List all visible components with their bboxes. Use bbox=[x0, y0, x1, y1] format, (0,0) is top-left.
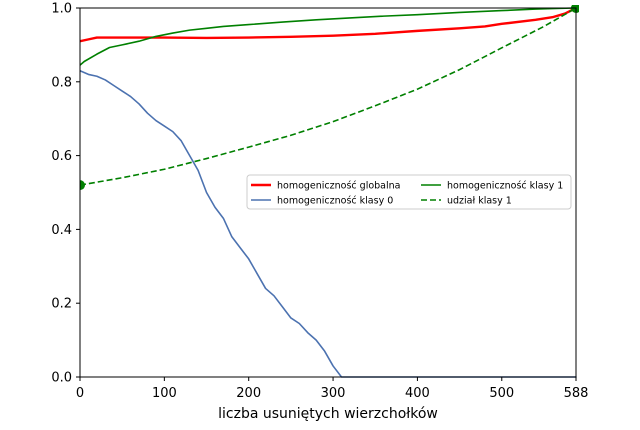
x-tick-label: 300 bbox=[321, 386, 346, 401]
legend-label: homogeniczność klasy 0 bbox=[277, 196, 393, 207]
series-line-4 bbox=[80, 7, 577, 186]
series-layer bbox=[80, 5, 579, 378]
legend-box bbox=[246, 174, 572, 210]
y-tick-label: 1.0 bbox=[51, 2, 72, 17]
x-tick-label: 0 bbox=[76, 386, 84, 401]
x-tick-label: 588 bbox=[564, 386, 589, 401]
y-tick-label: 0.0 bbox=[51, 371, 72, 386]
legend-label: udział klasy 1 bbox=[447, 196, 512, 207]
y-tick-label: 0.8 bbox=[51, 75, 72, 90]
series-marker-2 bbox=[571, 5, 579, 13]
series-line-2 bbox=[80, 69, 577, 378]
axes-layer bbox=[79, 7, 577, 378]
legend-label: homogeniczność klasy 1 bbox=[447, 181, 563, 192]
y-tick-label: 0.2 bbox=[51, 297, 72, 312]
x-tick-label: 100 bbox=[152, 386, 177, 401]
x-tick-label: 200 bbox=[236, 386, 261, 401]
x-tick-label: 400 bbox=[405, 386, 430, 401]
legend-label: homogeniczność globalna bbox=[277, 181, 401, 192]
series-line-1 bbox=[80, 6, 578, 43]
x-axis-label: liczba usuniętych wierzchołków bbox=[218, 406, 438, 422]
legend: homogeniczność globalna homogeniczność kl… bbox=[246, 174, 572, 210]
x-tick-label: 500 bbox=[489, 386, 514, 401]
ticks-layer: 0 100 200 300 400 500 588 0.0 0.2 0.4 0.6 0.8 1.0 bbox=[51, 2, 588, 402]
series-marker-1 bbox=[80, 180, 85, 191]
y-tick-label: 0.4 bbox=[51, 223, 72, 238]
y-tick-label: 0.6 bbox=[51, 149, 72, 164]
axes-frame bbox=[79, 7, 577, 378]
series-line-3 bbox=[80, 7, 577, 66]
